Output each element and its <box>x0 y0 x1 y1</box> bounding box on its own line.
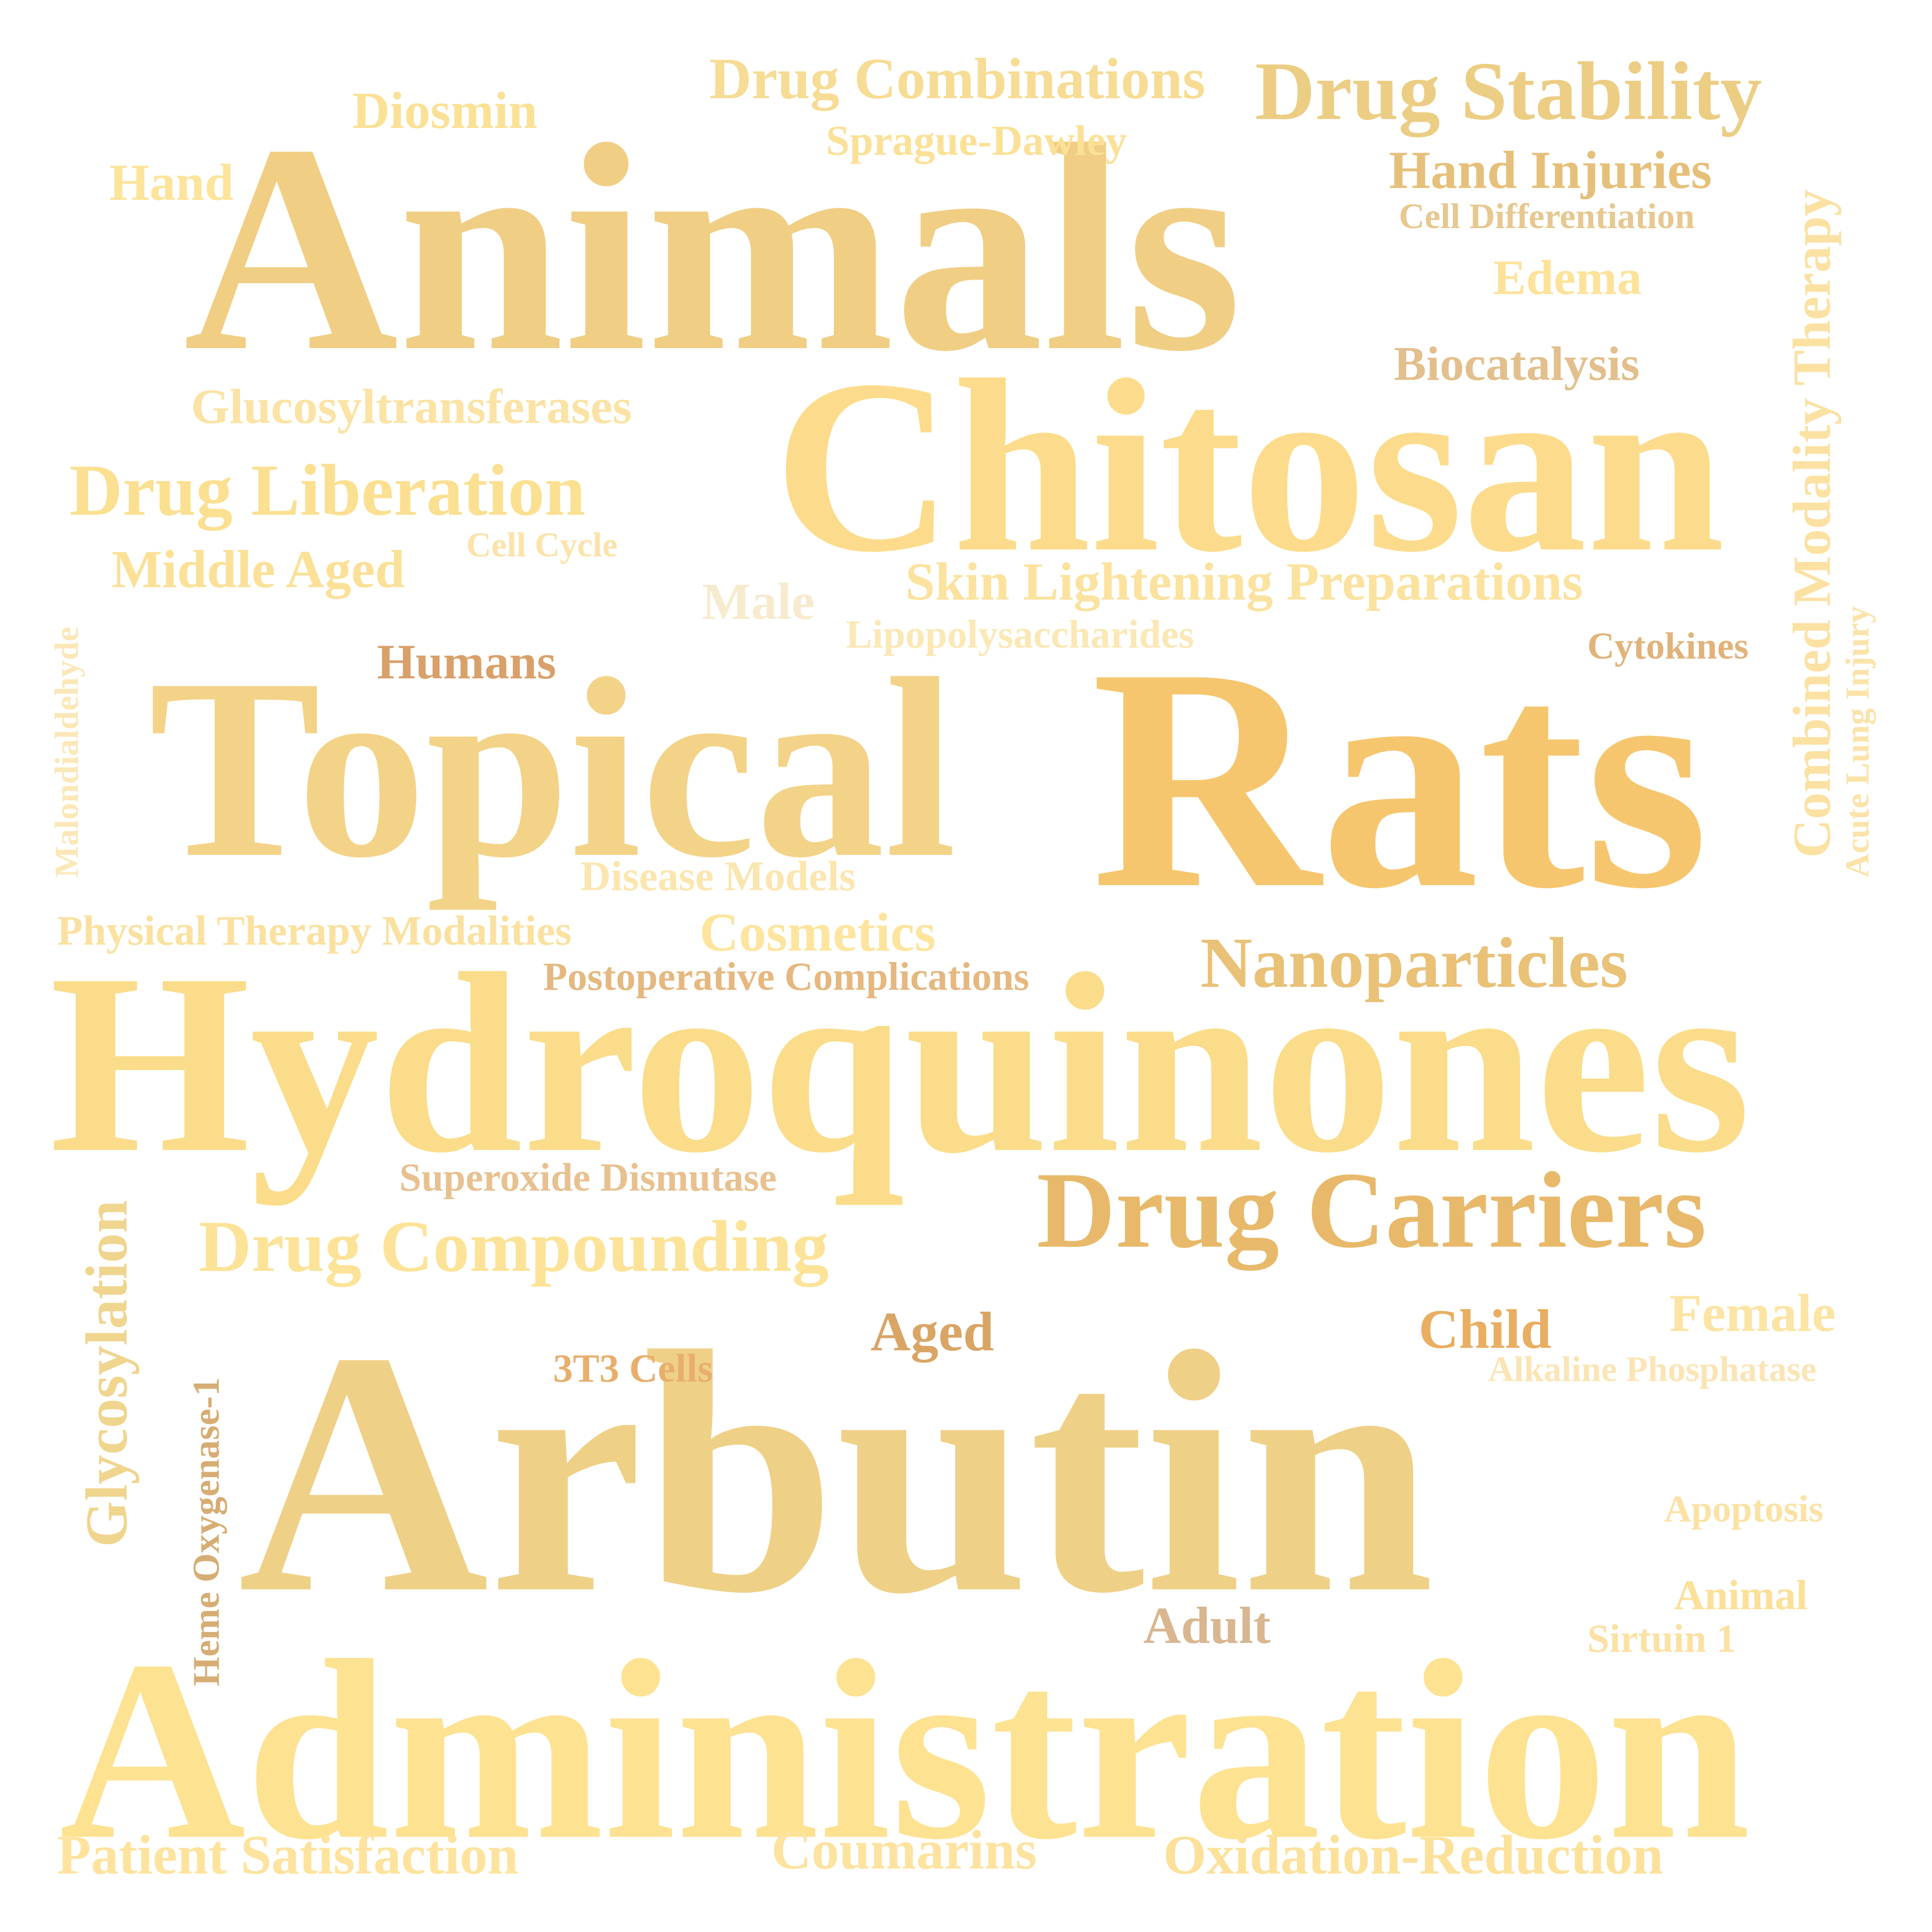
word-sirtuin-1: Sirtuin 1 <box>1587 1617 1737 1661</box>
word-child: Child <box>1419 1299 1552 1360</box>
word-lipopolysaccharides: Lipopolysaccharides <box>846 613 1194 657</box>
word-hand-injuries: Hand Injuries <box>1389 141 1712 200</box>
word-hydroquinones: Hydroquinones <box>50 921 1751 1206</box>
word-disease-models: Disease Models <box>580 853 856 900</box>
word-physical-therapy-modalities: Physical Therapy Modalities <box>57 907 572 954</box>
word-glycosylation: Glycosylation <box>73 1200 139 1547</box>
word-skin-lightening-preparations: Skin Lightening Preparations <box>905 552 1583 611</box>
word-drug-compounding: Drug Compounding <box>198 1206 829 1287</box>
word-combined-modality-therapy: Combined Modality Therapy <box>1783 189 1842 858</box>
word-acute-lung-injury: Acute Lung Injury <box>1838 606 1876 878</box>
word-edema: Edema <box>1493 250 1642 305</box>
word-arbutin: Arbutin <box>238 1280 1434 1665</box>
word-drug-combinations: Drug Combinations <box>709 46 1205 111</box>
word-heme-oxygenase-1: Heme Oxygenase-1 <box>186 1377 227 1686</box>
word-coumarins: Coumarins <box>771 1819 1037 1881</box>
word-animals: Animals <box>184 83 1242 413</box>
word-drug-carriers: Drug Carriers <box>1037 1149 1707 1270</box>
word-superoxide-dismutase: Superoxide Dismutase <box>399 1156 777 1200</box>
word-glucosyltransferases: Glucosyltransferases <box>191 379 632 434</box>
word-nanoparticles: Nanoparticles <box>1200 923 1628 1003</box>
word-postoperative-complications: Postoperative Complications <box>543 955 1029 999</box>
word-female: Female <box>1669 1284 1836 1343</box>
word-cell-differentiation: Cell Differentiation <box>1399 196 1695 236</box>
word-aged: Aged <box>871 1301 994 1363</box>
word-biocatalysis: Biocatalysis <box>1394 337 1640 391</box>
word-oxidation-reduction: Oxidation-Reduction <box>1163 1824 1664 1886</box>
word-administration: Administration <box>60 1608 1751 1893</box>
word-cell-cycle: Cell Cycle <box>466 526 618 564</box>
word-apoptosis: Apoptosis <box>1664 1488 1823 1530</box>
word-adult: Adult <box>1143 1596 1271 1654</box>
word-chitosan: Chitosan <box>774 329 1725 604</box>
word-cosmetics: Cosmetics <box>699 902 936 963</box>
word-animal: Animal <box>1674 1572 1808 1619</box>
word-male: Male <box>702 572 815 630</box>
word-drug-liberation: Drug Liberation <box>69 450 586 531</box>
word-sprague-dawley: Sprague-Dawley <box>826 117 1127 164</box>
word-malondialdehyde: Malondialdehyde <box>48 626 85 878</box>
word-topical: Topical <box>149 626 957 911</box>
word-middle-aged: Middle Aged <box>112 540 405 599</box>
word-hand: Hand <box>109 153 234 211</box>
word-patient-satisfaction: Patient Satisfaction <box>57 1824 519 1886</box>
word-drug-stability: Drug Stability <box>1255 45 1762 137</box>
word-rats: Rats <box>1091 603 1709 954</box>
word-3t3-cells: 3T3 Cells <box>553 1347 713 1390</box>
word-cytokines: Cytokines <box>1587 625 1749 667</box>
word-diosmin: Diosmin <box>352 81 538 139</box>
word-alkaline-phosphatase: Alkaline Phosphatase <box>1488 1349 1817 1389</box>
word-humans: Humans <box>377 634 557 689</box>
